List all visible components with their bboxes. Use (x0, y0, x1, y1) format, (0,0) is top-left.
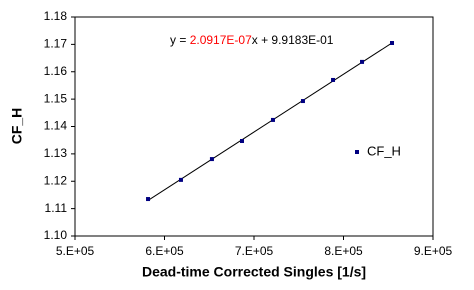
point (331, 77, 336, 82)
point (146, 197, 151, 202)
point (178, 177, 183, 182)
x-tick-label: 9.E+05 (414, 244, 453, 258)
point (300, 99, 305, 104)
x-tick-label: 5.E+05 (56, 244, 95, 258)
legend-label: CF_H (367, 143, 401, 158)
x-axis-label: Dead-time Corrected Singles [1/s] (142, 264, 366, 280)
point (240, 139, 245, 144)
equation-part: y = (170, 33, 190, 47)
point (270, 117, 275, 122)
y-tick-label: 1.17 (44, 37, 68, 51)
y-tick-label: 1.12 (44, 173, 68, 187)
x-tick-label: 6.E+05 (145, 244, 184, 258)
point (209, 157, 214, 162)
y-tick-label: 1.14 (44, 119, 68, 133)
trendline (147, 42, 393, 201)
legend-marker (355, 150, 359, 154)
y-tick-label: 1.16 (44, 64, 68, 78)
plot-frame (74, 16, 434, 237)
equation: y = 2.0917E-07x + 9.9183E-01 (170, 33, 334, 47)
equation-part: x + 9.9183E-01 (252, 33, 334, 47)
y-axis-label: CF_H (9, 108, 25, 145)
y-tick-label: 1.15 (44, 91, 68, 105)
x-tick-label: 7.E+05 (235, 244, 274, 258)
x-tick-label: 8.E+05 (324, 244, 363, 258)
point (390, 41, 395, 46)
y-tick-label: 1.11 (45, 201, 68, 215)
equation-part: 2.0917E-07 (190, 33, 252, 47)
y-tick-label: 1.13 (44, 146, 68, 160)
y-tick-label: 1.18 (44, 9, 68, 23)
point (360, 59, 365, 64)
y-tick-label: 1.10 (44, 228, 68, 242)
